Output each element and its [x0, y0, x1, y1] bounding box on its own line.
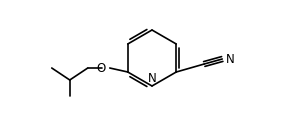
- Text: N: N: [226, 52, 235, 66]
- Text: N: N: [148, 72, 156, 85]
- Text: O: O: [97, 61, 106, 75]
